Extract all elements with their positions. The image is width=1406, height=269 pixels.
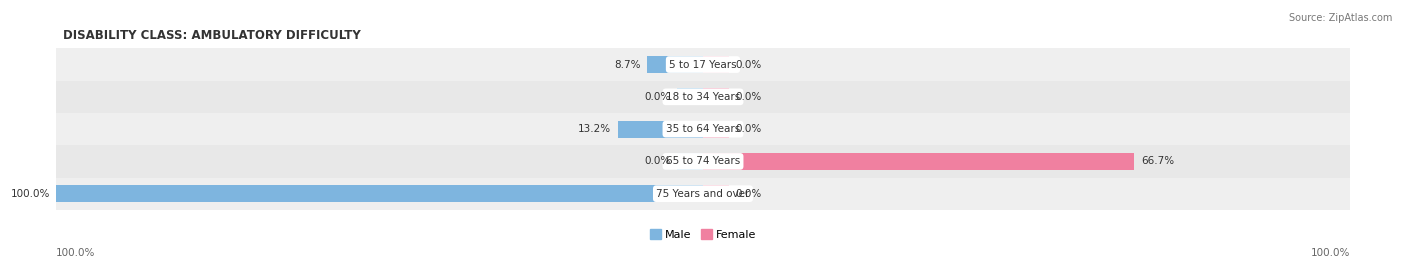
Text: 66.7%: 66.7% <box>1140 156 1174 167</box>
Bar <box>703 89 728 105</box>
Bar <box>617 121 703 137</box>
Bar <box>56 185 703 202</box>
Bar <box>678 89 703 105</box>
Text: 0.0%: 0.0% <box>735 92 762 102</box>
Text: 0.0%: 0.0% <box>735 59 762 70</box>
Text: 35 to 64 Years: 35 to 64 Years <box>666 124 740 134</box>
Bar <box>678 121 703 137</box>
Bar <box>703 121 728 137</box>
Bar <box>56 113 1350 145</box>
Text: 18 to 34 Years: 18 to 34 Years <box>666 92 740 102</box>
Bar <box>678 153 703 170</box>
Bar <box>703 185 728 202</box>
Legend: Male, Female: Male, Female <box>650 229 756 240</box>
Text: 0.0%: 0.0% <box>735 124 762 134</box>
Bar <box>56 145 1350 178</box>
Text: 100.0%: 100.0% <box>56 248 96 258</box>
Text: DISABILITY CLASS: AMBULATORY DIFFICULTY: DISABILITY CLASS: AMBULATORY DIFFICULTY <box>63 29 360 42</box>
Text: 13.2%: 13.2% <box>578 124 612 134</box>
Text: 100.0%: 100.0% <box>1310 248 1350 258</box>
Text: 65 to 74 Years: 65 to 74 Years <box>666 156 740 167</box>
Bar <box>678 56 703 73</box>
Bar <box>703 153 728 170</box>
Bar <box>703 56 728 73</box>
Text: 0.0%: 0.0% <box>735 189 762 199</box>
Text: 5 to 17 Years: 5 to 17 Years <box>669 59 737 70</box>
Text: 0.0%: 0.0% <box>644 92 671 102</box>
Text: 0.0%: 0.0% <box>644 156 671 167</box>
Bar <box>678 185 703 202</box>
Bar <box>56 178 1350 210</box>
Bar <box>703 153 1135 170</box>
Text: 75 Years and over: 75 Years and over <box>657 189 749 199</box>
Text: 8.7%: 8.7% <box>614 59 640 70</box>
Bar <box>647 56 703 73</box>
Bar <box>56 81 1350 113</box>
Bar <box>56 48 1350 81</box>
Text: 100.0%: 100.0% <box>10 189 49 199</box>
Text: Source: ZipAtlas.com: Source: ZipAtlas.com <box>1288 13 1392 23</box>
